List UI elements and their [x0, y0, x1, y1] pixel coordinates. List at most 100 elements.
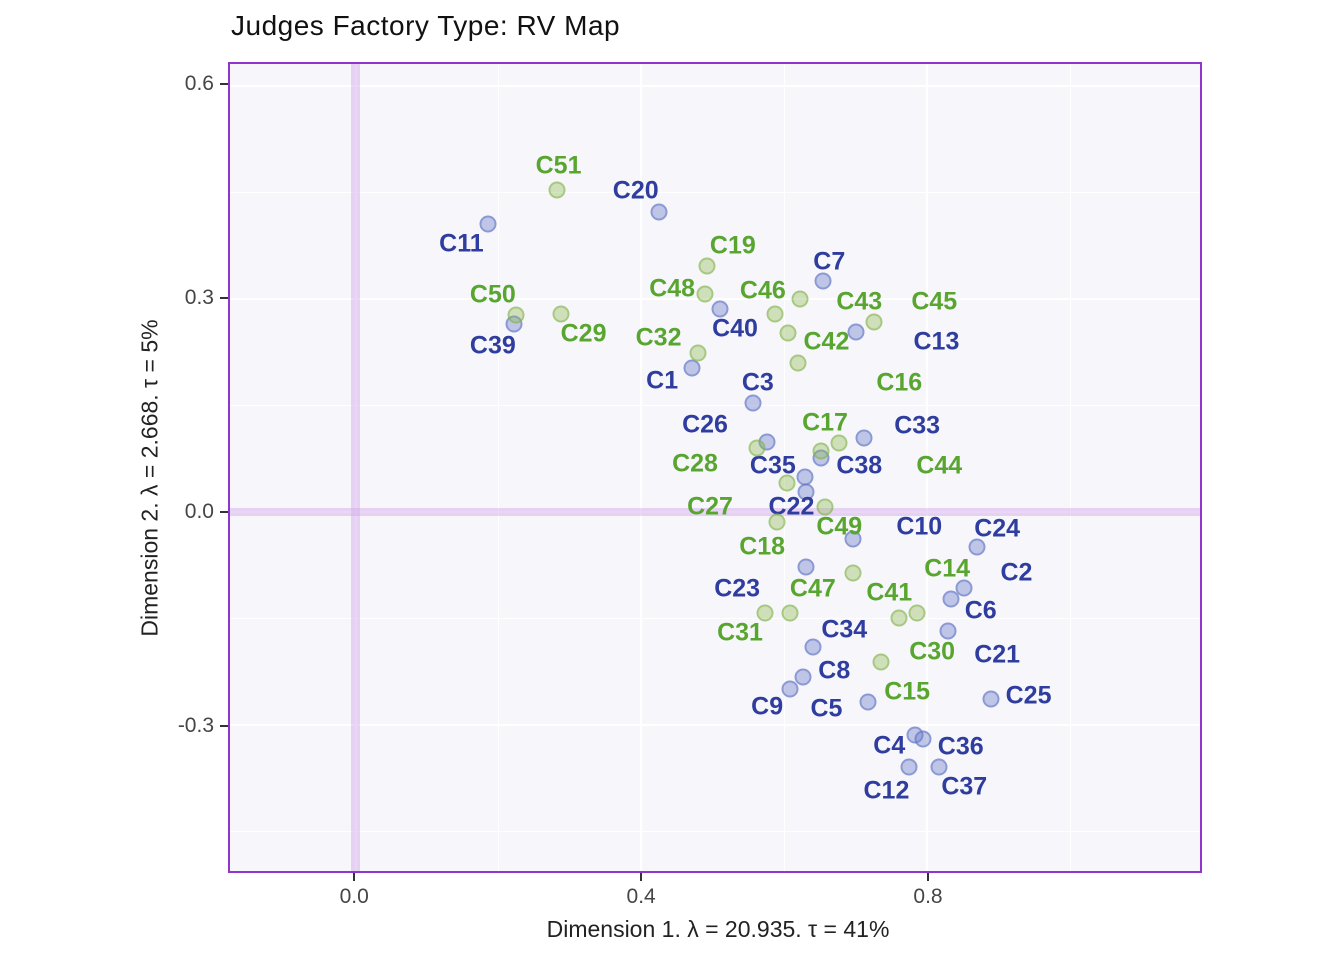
data-point-C25 [982, 690, 1000, 708]
point-label-C10: C10 [896, 512, 943, 541]
y-tick [220, 83, 228, 86]
y-tick [220, 297, 228, 300]
point-label-C1: C1 [646, 366, 679, 395]
major-gridline-y [230, 723, 1200, 726]
point-label-C16: C16 [876, 368, 923, 397]
point-label-C39: C39 [469, 331, 516, 360]
data-point-C37 [930, 758, 948, 776]
minor-gridline-y [230, 830, 1200, 832]
point-label-C32: C32 [635, 323, 682, 352]
data-point-C9 [781, 680, 799, 698]
minor-gridline-y [230, 404, 1200, 406]
data-point-C20 [650, 203, 668, 221]
minor-gridline-y [230, 191, 1200, 193]
point-label-C11: C11 [439, 229, 484, 258]
data-point-C51 [548, 181, 566, 199]
point-label-C4: C4 [873, 731, 906, 760]
data-point-C23 [797, 558, 815, 575]
point-label-C29: C29 [560, 319, 607, 348]
point-label-C38: C38 [836, 451, 883, 480]
minor-gridline-x [1069, 64, 1071, 871]
data-point-C48 [696, 285, 714, 303]
point-label-C5: C5 [810, 694, 843, 723]
x-axis-title: Dimension 1. λ = 20.935. τ = 41% [546, 916, 890, 942]
data-point-C36 [914, 730, 932, 748]
data-point-C32 [689, 344, 707, 362]
point-label-C33: C33 [894, 411, 941, 440]
data-point-C44 [812, 442, 830, 460]
point-label-C9: C9 [751, 692, 784, 721]
point-label-C46: C46 [739, 276, 786, 305]
y-tick-label: 0.6 [184, 72, 214, 96]
data-point-C42 [789, 354, 807, 372]
data-point-C16 [766, 305, 784, 323]
point-label-C24: C24 [974, 514, 1021, 543]
x-tick [927, 873, 930, 881]
y-tick-label: 0.0 [184, 500, 214, 524]
point-label-C34: C34 [821, 615, 868, 644]
data-point-C41 [890, 609, 908, 627]
point-label-C19: C19 [709, 231, 756, 260]
point-label-C50: C50 [469, 280, 516, 309]
data-point-C40 [711, 300, 729, 318]
point-label-C23: C23 [714, 574, 761, 603]
data-point-C5 [859, 693, 877, 711]
point-label-C51: C51 [535, 151, 582, 180]
minor-gridline-x [783, 64, 785, 871]
point-label-C37: C37 [941, 772, 988, 801]
y-tick-label: -0.3 [177, 714, 214, 738]
data-point-C11 [479, 215, 497, 233]
x-tick-label: 0.8 [913, 885, 943, 908]
point-label-C48: C48 [649, 274, 696, 303]
point-label-C14: C14 [924, 554, 971, 583]
zero-axis-vertical-band [351, 64, 361, 871]
major-gridline-x [354, 64, 357, 871]
x-tick-label: 0.0 [339, 885, 369, 908]
data-point-C27 [778, 474, 796, 492]
point-label-C30: C30 [909, 637, 956, 666]
x-tick [353, 873, 356, 881]
data-point-C30 [908, 604, 926, 622]
point-label-C41: C41 [866, 578, 913, 607]
data-point-C31 [756, 604, 774, 622]
point-label-C7: C7 [813, 247, 846, 276]
point-label-C25: C25 [1005, 681, 1052, 710]
point-label-C45: C45 [911, 287, 958, 316]
point-label-C17: C17 [802, 408, 848, 437]
data-point-C1 [683, 359, 701, 377]
point-label-C49: C49 [816, 512, 863, 541]
data-point-C14 [844, 564, 862, 582]
data-point-C43 [779, 324, 797, 342]
data-point-C2 [955, 579, 973, 597]
point-label-C47: C47 [789, 574, 836, 602]
point-label-C6: C6 [964, 596, 997, 625]
data-point-C10 [844, 530, 862, 548]
point-label-C44: C44 [916, 451, 963, 480]
point-label-C27: C27 [687, 492, 733, 521]
data-point-C28 [748, 439, 766, 457]
point-label-C26: C26 [682, 410, 728, 439]
data-point-C49 [816, 498, 834, 516]
point-label-C3: C3 [741, 368, 774, 397]
data-point-C3 [744, 394, 762, 412]
data-point-C12 [900, 758, 918, 776]
data-point-C7 [814, 272, 832, 290]
x-tick [640, 873, 643, 881]
point-label-C20: C20 [612, 176, 659, 205]
data-point-C29 [552, 305, 570, 323]
point-label-C40: C40 [712, 314, 758, 343]
data-point-C21 [939, 622, 957, 640]
major-gridline-y [230, 297, 1200, 300]
point-label-C18: C18 [739, 532, 786, 561]
data-point-C47 [781, 604, 799, 622]
point-label-C43: C43 [836, 287, 883, 316]
data-point-C13 [847, 323, 865, 341]
data-point-C15 [872, 653, 890, 671]
major-gridline-x [926, 64, 929, 871]
major-gridline-y [230, 510, 1200, 513]
point-label-C31: C31 [717, 618, 763, 647]
data-point-C6 [942, 590, 960, 608]
data-point-C50 [507, 306, 525, 324]
data-point-C46 [791, 290, 809, 308]
